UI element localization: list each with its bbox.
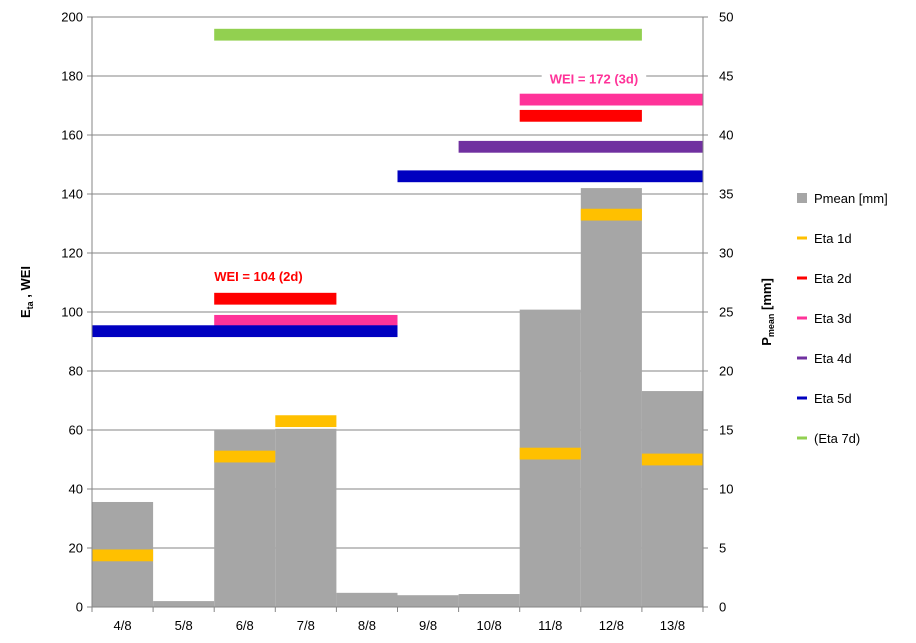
segment-eta-1d-0 — [92, 549, 154, 562]
annotation-background — [541, 69, 647, 89]
y-right-tick-label: 40 — [719, 128, 733, 143]
segment-eta-1d-2 — [275, 415, 337, 428]
y-right-axis-label: Pmean [mm] — [759, 278, 776, 346]
x-tick-label: 10/8 — [476, 618, 501, 633]
y-right-tick-label: 25 — [719, 305, 733, 320]
segment-eta-3d-0 — [214, 314, 398, 327]
bar-12-8 — [580, 188, 642, 607]
bar-8-8 — [336, 592, 398, 607]
x-tick-label: 13/8 — [660, 618, 685, 633]
segment-eta-1d-3 — [519, 447, 581, 460]
precipitation-bars — [92, 188, 703, 607]
x-tick-label: 11/8 — [538, 618, 562, 633]
legend-label: Eta 2d — [814, 271, 852, 286]
x-tick-label: 12/8 — [599, 618, 624, 633]
y-left-tick-label: 120 — [61, 246, 83, 261]
x-tick-label: 6/8 — [236, 618, 254, 633]
bar-7-8 — [275, 428, 337, 607]
segment-eta-1d-5 — [641, 453, 703, 466]
y-right-tick-label: 15 — [719, 423, 733, 438]
y-right-tick-label: 50 — [719, 10, 733, 25]
legend-swatch-eta-1d — [797, 236, 807, 240]
y-left-tick-label: 160 — [61, 128, 83, 143]
gridlines — [92, 16, 703, 549]
y-right-tick-label: 5 — [719, 541, 726, 556]
y-left-tick-label: 20 — [69, 541, 83, 556]
eta-segments — [92, 28, 703, 562]
y-right-tick-label: 20 — [719, 364, 733, 379]
legend-label: Pmean [mm] — [814, 191, 888, 206]
y-right-label-rest: [mm] — [759, 278, 774, 313]
annotation-wei: WEI = 104 (2d) — [214, 269, 303, 284]
legend-label: Eta 1d — [814, 231, 852, 246]
y-left-axis-label: Eta , WEI — [18, 266, 35, 318]
y-right-tick-label: 30 — [719, 246, 733, 261]
y-left-label-main: E — [18, 309, 33, 318]
legend-swatch-eta-4d — [797, 356, 807, 360]
y-right-label-sub: mean — [766, 314, 776, 338]
legend-swatch-eta-3d — [797, 316, 807, 320]
segment-eta-5d-0 — [92, 325, 398, 338]
y-right-tick-label: 0 — [719, 600, 726, 615]
legend-swatch-eta-7d — [797, 436, 807, 440]
y-left-tick-label: 140 — [61, 187, 83, 202]
legend: Pmean [mm] Eta 1d Eta 2d Eta 3d Eta 4d Eta 5d… — [797, 191, 888, 446]
bar-9-8 — [397, 595, 459, 607]
annotations: WEI = 104 (2d) WEI = 172 (3d) — [214, 69, 647, 284]
x-tick-label: 9/8 — [419, 618, 437, 633]
tick-labels: 0 20 40 60 80 100 120 140 160 180 200 0 5 10 15 20 25 30 3… — [61, 10, 733, 634]
segment-eta-1d-4 — [580, 208, 642, 221]
y-left-tick-label: 0 — [76, 600, 83, 615]
x-tick-label: 7/8 — [297, 618, 315, 633]
segment-eta-2d-0 — [214, 292, 337, 305]
segment-eta-5d-1 — [397, 170, 703, 183]
legend-swatch-eta-2d — [797, 276, 807, 280]
x-tick-label: 4/8 — [114, 618, 132, 633]
bar-10-8 — [458, 594, 520, 607]
x-tick-label: 5/8 — [175, 618, 193, 633]
segment-eta-7d-0 — [214, 28, 642, 41]
legend-swatch-pmean — [797, 193, 807, 203]
bar-5-8 — [153, 601, 215, 607]
y-right-label-main: P — [759, 337, 774, 346]
y-right-tick-label: 45 — [719, 69, 733, 84]
y-left-tick-label: 180 — [61, 69, 83, 84]
segment-eta-1d-1 — [214, 450, 276, 463]
segment-eta-2d-1 — [519, 109, 642, 122]
legend-label: (Eta 7d) — [814, 431, 860, 446]
bar-13-8 — [641, 391, 703, 607]
legend-swatch-eta-5d — [797, 396, 807, 400]
legend-label: Eta 3d — [814, 311, 852, 326]
y-left-tick-label: 60 — [69, 423, 83, 438]
y-left-tick-label: 40 — [69, 482, 83, 497]
y-left-label-rest: , WEI — [18, 266, 33, 301]
segment-eta-4d-0 — [458, 140, 703, 153]
annotation-wei: WEI = 172 (3d) — [550, 71, 639, 86]
legend-label: Eta 4d — [814, 351, 852, 366]
y-right-tick-label: 10 — [719, 482, 733, 497]
y-left-label-sub: ta — [25, 300, 35, 309]
segment-eta-3d-1 — [519, 93, 703, 106]
y-left-tick-label: 100 — [61, 305, 83, 320]
x-tick-label: 8/8 — [358, 618, 376, 633]
y-left-tick-label: 200 — [61, 10, 83, 25]
legend-label: Eta 5d — [814, 391, 852, 406]
y-left-tick-label: 80 — [69, 364, 83, 379]
y-right-tick-label: 35 — [719, 187, 733, 202]
